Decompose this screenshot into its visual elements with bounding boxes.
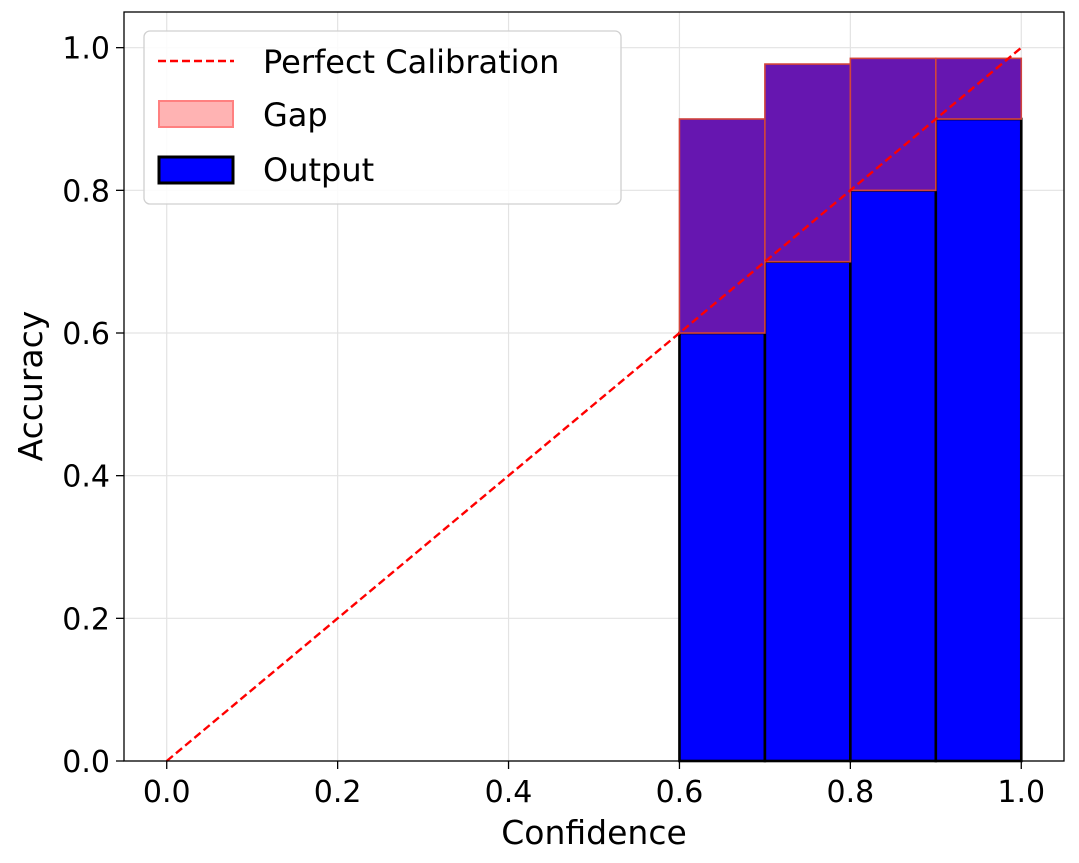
y-tick-label: 0.2 <box>62 602 110 637</box>
x-tick-label: 0.0 <box>143 775 191 810</box>
gap-bar <box>849 57 937 192</box>
x-tick-label: 0.6 <box>656 775 704 810</box>
legend-box <box>143 30 622 205</box>
output-bars <box>678 117 1023 763</box>
y-tick-label: 0.4 <box>62 460 110 495</box>
gap-bar <box>764 63 852 263</box>
x-axis-label: Confidence <box>501 813 687 852</box>
gap-bars <box>678 57 1023 334</box>
legend-label-output: Output <box>263 151 374 189</box>
legend: Perfect Calibration Gap Output <box>143 30 622 205</box>
y-tick-label: 0.8 <box>62 174 110 209</box>
y-tick-label: 0.0 <box>62 745 110 780</box>
output-bar <box>849 189 938 763</box>
x-tick-label: 0.4 <box>485 775 533 810</box>
output-bar <box>678 331 767 763</box>
output-bar <box>934 117 1023 763</box>
perfect-calibration-line <box>165 46 1023 762</box>
plot-frame <box>123 11 1065 762</box>
x-tick-label: 0.8 <box>827 775 875 810</box>
legend-swatch-output <box>157 155 235 185</box>
x-axis-ticks: 0.0 0.2 0.4 0.6 0.8 1.0 <box>143 761 1045 810</box>
legend-label-perfect-calibration: Perfect Calibration <box>263 43 559 81</box>
gap-bar <box>678 118 766 334</box>
y-axis-ticks: 0.0 0.2 0.4 0.6 0.8 1.0 <box>62 32 124 780</box>
output-bar <box>763 260 852 763</box>
x-tick-label: 0.2 <box>314 775 362 810</box>
gap-bar <box>935 57 1023 120</box>
y-axis-label: Accuracy <box>11 311 50 462</box>
legend-label-gap: Gap <box>263 96 328 134</box>
legend-swatch-gap <box>158 100 234 128</box>
x-tick-label: 1.0 <box>997 775 1045 810</box>
perfect-calibration-line-group <box>165 46 1023 762</box>
y-tick-label: 0.6 <box>62 317 110 352</box>
y-tick-label: 1.0 <box>62 32 110 67</box>
